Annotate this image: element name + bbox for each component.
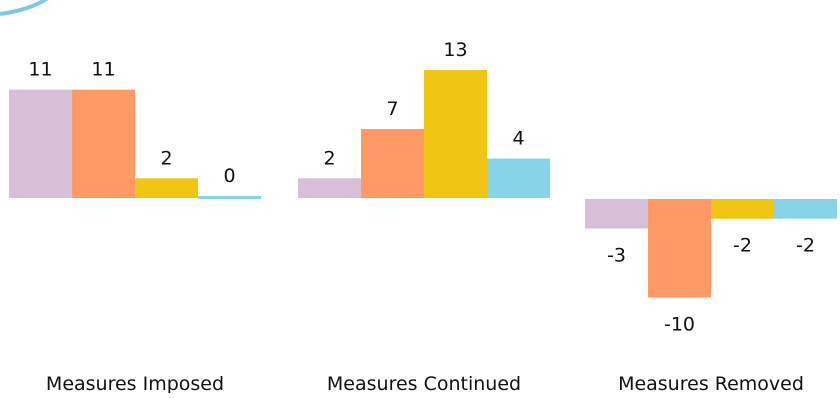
value-label-1-3: 2: [160, 147, 172, 169]
value-label-2-3: 13: [443, 39, 467, 61]
value-label-3-3: -2: [733, 235, 752, 257]
value-label-3-1: -3: [607, 245, 626, 267]
value-label-2-1: 2: [323, 147, 335, 169]
value-labels-layer: 11 11 2 0 2 7 13 4 -3 -10 -2 -2: [28, 39, 815, 336]
bar-2-1: [298, 178, 361, 198]
category-labels-layer: Measures Imposed Measures Continued Measur…: [46, 373, 804, 395]
category-label-3: Measures Removed: [618, 373, 804, 393]
category-label-1: Measures Imposed: [46, 373, 224, 393]
bar-1-2: [72, 89, 135, 198]
value-label-2-2: 7: [386, 98, 398, 120]
bars-layer: [9, 69, 837, 298]
bar-2-4: [487, 158, 550, 198]
value-label-1-2: 11: [91, 59, 115, 81]
bar-3-2: [648, 199, 711, 298]
bar-2-2: [361, 129, 424, 198]
bar-3-4: [774, 199, 837, 219]
bar-1-3: [135, 178, 198, 198]
value-label-1-4: 0: [223, 165, 235, 187]
value-label-3-2: -10: [664, 314, 695, 336]
value-label-2-4: 4: [512, 128, 524, 150]
bar-3-1: [585, 199, 648, 229]
bar-1-4: [198, 196, 261, 199]
bar-3-3: [711, 199, 774, 219]
category-label-2: Measures Continued: [327, 373, 521, 393]
bar-2-3: [424, 69, 487, 198]
value-label-1-1: 11: [28, 59, 52, 81]
decorative-arc: [0, 0, 49, 16]
value-label-3-4: -2: [796, 235, 815, 257]
bar-1-1: [9, 89, 72, 198]
